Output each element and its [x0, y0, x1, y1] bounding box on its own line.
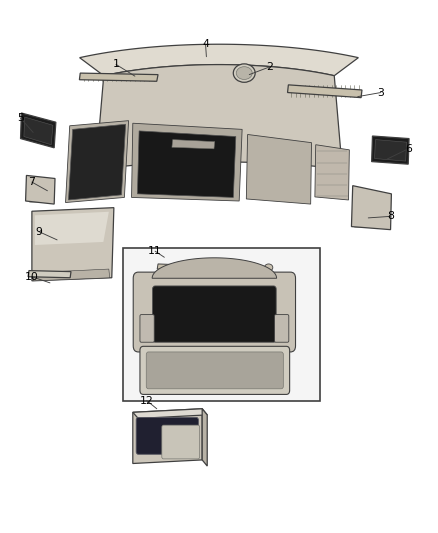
- Text: 7: 7: [28, 177, 35, 187]
- Polygon shape: [351, 185, 392, 230]
- Text: 11: 11: [148, 246, 162, 256]
- FancyBboxPatch shape: [140, 314, 154, 342]
- Polygon shape: [79, 73, 158, 81]
- FancyBboxPatch shape: [140, 346, 290, 394]
- Text: 12: 12: [140, 395, 154, 406]
- Polygon shape: [131, 123, 242, 201]
- Text: 5: 5: [17, 113, 24, 123]
- Text: 10: 10: [25, 272, 39, 282]
- Text: 3: 3: [378, 87, 384, 98]
- Polygon shape: [25, 175, 55, 204]
- Polygon shape: [28, 271, 71, 278]
- Polygon shape: [138, 131, 236, 197]
- Text: 1: 1: [113, 59, 120, 69]
- Polygon shape: [24, 117, 53, 145]
- Text: 9: 9: [35, 227, 42, 237]
- Ellipse shape: [236, 67, 252, 79]
- Polygon shape: [315, 145, 350, 200]
- FancyBboxPatch shape: [123, 248, 320, 401]
- Text: 6: 6: [405, 144, 412, 154]
- Polygon shape: [287, 85, 362, 98]
- FancyBboxPatch shape: [275, 314, 289, 342]
- Polygon shape: [202, 409, 207, 466]
- Polygon shape: [133, 409, 202, 464]
- Polygon shape: [152, 258, 277, 278]
- FancyBboxPatch shape: [136, 417, 198, 454]
- Polygon shape: [172, 140, 215, 149]
- Polygon shape: [371, 136, 409, 164]
- Polygon shape: [68, 124, 126, 200]
- Polygon shape: [246, 134, 311, 204]
- Polygon shape: [35, 212, 109, 245]
- Text: 2: 2: [266, 62, 273, 72]
- Polygon shape: [96, 64, 342, 169]
- Ellipse shape: [265, 264, 273, 271]
- Ellipse shape: [233, 64, 255, 82]
- FancyBboxPatch shape: [146, 352, 283, 389]
- FancyBboxPatch shape: [152, 286, 276, 342]
- Text: 8: 8: [387, 212, 394, 221]
- Polygon shape: [133, 409, 207, 418]
- Polygon shape: [80, 44, 358, 76]
- FancyBboxPatch shape: [133, 272, 296, 352]
- Polygon shape: [374, 140, 406, 161]
- Polygon shape: [33, 269, 109, 281]
- Polygon shape: [32, 208, 114, 281]
- Polygon shape: [157, 264, 223, 272]
- Polygon shape: [66, 120, 129, 203]
- Polygon shape: [21, 113, 56, 148]
- FancyBboxPatch shape: [162, 425, 200, 459]
- Text: 4: 4: [202, 39, 209, 49]
